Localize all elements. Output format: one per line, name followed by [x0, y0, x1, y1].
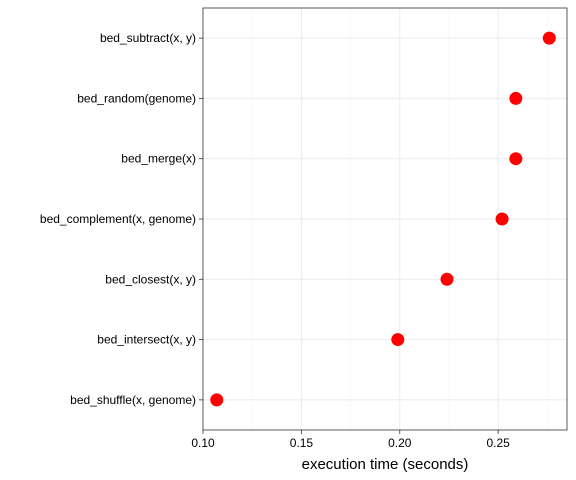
- y-tick-label: bed_shuffle(x, genome): [70, 393, 196, 407]
- data-point: [509, 152, 523, 166]
- y-tick-label: bed_intersect(x, y): [97, 333, 196, 347]
- x-tick-label: 0.25: [486, 436, 510, 450]
- y-tick-label: bed_complement(x, genome): [40, 212, 196, 226]
- data-point: [210, 393, 224, 407]
- y-tick-label: bed_closest(x, y): [105, 272, 196, 286]
- y-tick-label: bed_subtract(x, y): [100, 31, 196, 45]
- data-point: [509, 91, 523, 105]
- y-tick-label: bed_merge(x): [121, 152, 196, 166]
- grid: [202, 8, 567, 430]
- x-tick-label: 0.10: [191, 436, 215, 450]
- data-point: [542, 31, 556, 45]
- x-tick-label: 0.15: [290, 436, 314, 450]
- x-tick-label: 0.20: [388, 436, 412, 450]
- y-tick-label: bed_random(genome): [77, 91, 196, 105]
- data-point: [495, 212, 509, 226]
- x-axis-title: execution time (seconds): [302, 456, 469, 473]
- axis-ticks: 0.10 0.15 0.20 0.25 bed_subtract(x, y) bed_ra…: [40, 31, 510, 450]
- data-point: [440, 272, 454, 286]
- data-points: [210, 31, 556, 407]
- data-point: [391, 333, 405, 347]
